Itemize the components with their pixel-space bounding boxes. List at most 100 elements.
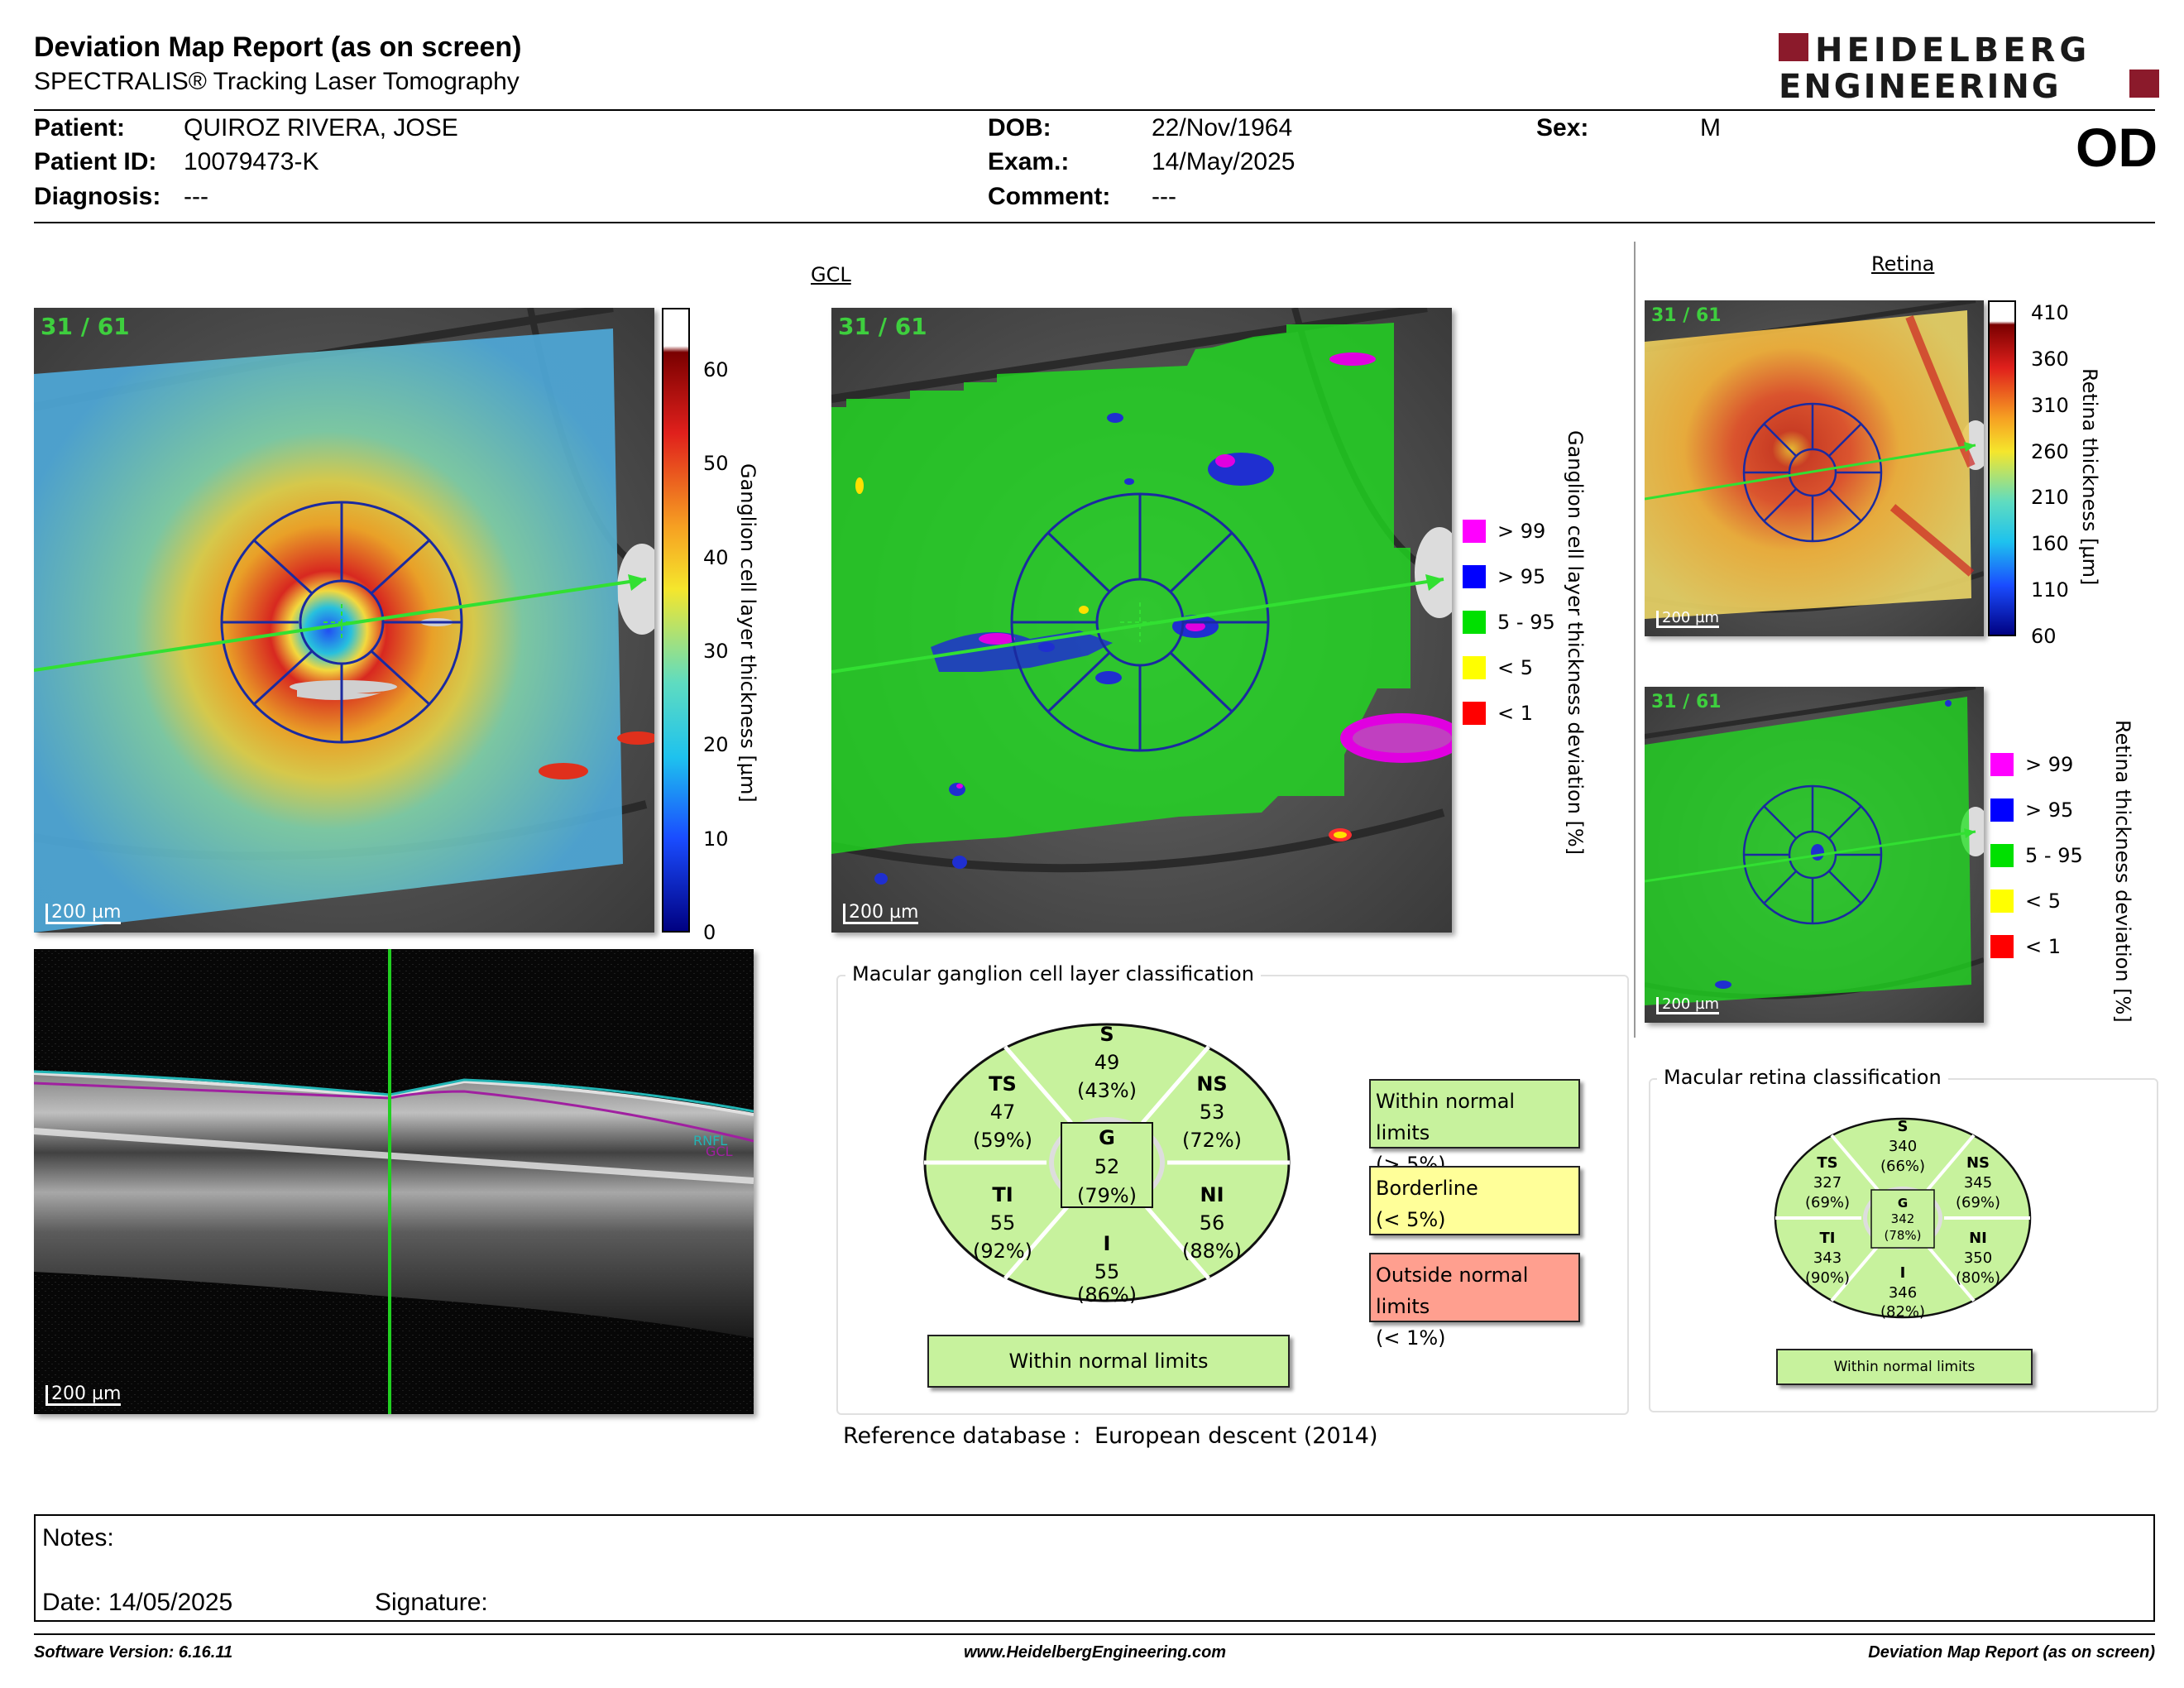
gcl-legend-label: < 5 xyxy=(1497,656,1534,679)
gcl-legend-swatch xyxy=(1463,656,1486,679)
rnfl-label: RNFL xyxy=(693,1133,727,1149)
gcl-colorbar-tick: 30 xyxy=(703,640,729,663)
diagnosis-value: --- xyxy=(184,183,208,210)
retina-colorbar-tick: 360 xyxy=(2031,347,2069,371)
ret-sector-ni-label: NI xyxy=(1969,1230,1987,1247)
gcl-colorbar-tick: 10 xyxy=(703,827,729,851)
notes-label: Notes: xyxy=(42,1524,114,1551)
legend-borderline-line2: (< 5%) xyxy=(1376,1208,1446,1231)
retina-legend-label: > 99 xyxy=(2025,753,2074,776)
retina-colorbar-tick: 110 xyxy=(2031,578,2069,602)
gcl-thickness-counter: 31 / 61 xyxy=(41,313,130,340)
ret-sector-ns-label: NS xyxy=(1966,1154,1990,1172)
retina-colorbar-tick: 310 xyxy=(2031,393,2069,417)
eye-indicator: OD xyxy=(2076,117,2158,178)
exam-label: Exam.: xyxy=(988,148,1070,175)
retina-legend-label: < 1 xyxy=(2025,935,2062,958)
gcl-legend-swatch xyxy=(1463,520,1486,543)
retina-deviation-scale: 200 µm xyxy=(1656,997,1720,1014)
gcl-sector-g-value: 52 xyxy=(1094,1155,1120,1178)
retina-legend-swatch xyxy=(1990,798,2014,822)
gcl-deviation-map[interactable]: 31 / 61 200 µm xyxy=(831,308,1452,933)
gcl-deviation-counter: 31 / 61 xyxy=(838,313,927,340)
gcl-colorbar-tick: 60 xyxy=(703,358,729,381)
notes-box[interactable]: Notes: Date: 14/05/2025 Signature: xyxy=(34,1514,2155,1622)
gcl-colorbar-tick: 20 xyxy=(703,733,729,757)
ret-sector-s-value: 340 xyxy=(1889,1138,1917,1155)
ret-sector-s-label: S xyxy=(1898,1118,1909,1135)
sex-value: M xyxy=(1700,114,1721,141)
dob-label: DOB: xyxy=(988,114,1051,141)
gcl-sector-g-label: G xyxy=(1099,1126,1115,1149)
retina-legend-swatch xyxy=(1990,890,2014,913)
legend-borderline-line1: Borderline xyxy=(1376,1177,1478,1200)
legend-outside-normal-line2: (< 1%) xyxy=(1376,1326,1446,1350)
gcl-sector-ts-pct: (59%) xyxy=(973,1129,1032,1152)
oct-bscan[interactable]: RNFL GCL 200 µm xyxy=(34,949,754,1414)
patient-rule xyxy=(34,222,2155,223)
gcl-sector-ni-value: 56 xyxy=(1200,1211,1225,1235)
gcl-sector-s-value: 49 xyxy=(1094,1051,1120,1074)
gcl-sector-i-pct: (86%) xyxy=(1077,1283,1137,1303)
patient-id-label: Patient ID: xyxy=(34,148,157,175)
retina-deviation-map[interactable]: 31 / 61 200 µm xyxy=(1645,687,1984,1023)
retina-colorbar-tick: 160 xyxy=(2031,532,2069,556)
column-divider xyxy=(1634,242,1636,1038)
retina-section-title: Retina xyxy=(1871,252,1935,276)
ret-sector-ts-value: 327 xyxy=(1813,1174,1842,1192)
ret-sector-ti-label: TI xyxy=(1820,1230,1836,1247)
retina-classification-title: Macular retina classification xyxy=(1657,1066,1948,1089)
legend-outside-normal-line1: Outside normal limits xyxy=(1376,1264,1529,1318)
gcl-legend-label: < 1 xyxy=(1497,702,1534,725)
legend-within-normal-line1: Within normal limits xyxy=(1376,1090,1516,1144)
gcl-layer-label: GCL xyxy=(706,1144,733,1159)
gcl-sector-i-label: I xyxy=(1104,1232,1111,1255)
gcl-sector-ti-pct: (92%) xyxy=(973,1240,1032,1263)
reference-database: Reference database : European descent (2… xyxy=(843,1423,1378,1449)
retina-legend-swatch xyxy=(1990,935,2014,958)
retina-legend-swatch xyxy=(1990,844,2014,867)
logo-line1: HEIDELBERG xyxy=(1815,31,2091,70)
ret-sector-ns-pct: (69%) xyxy=(1956,1194,2000,1211)
reference-value: European descent (2014) xyxy=(1094,1423,1378,1449)
ret-sector-ni-value: 350 xyxy=(1964,1249,1992,1267)
retina-legend-label: > 95 xyxy=(2025,798,2074,822)
website-link[interactable]: www.HeidelbergEngineering.com xyxy=(964,1643,1227,1662)
retina-thickness-map[interactable]: 31 / 61 200 µm xyxy=(1645,300,1984,636)
gcl-classification-title: Macular ganglion cell layer classificati… xyxy=(845,962,1261,985)
ret-sector-g-label: G xyxy=(1898,1196,1908,1211)
gcl-sector-g-pct: (79%) xyxy=(1077,1184,1137,1207)
retina-colorbar xyxy=(1988,300,2016,636)
gcl-legend-swatch xyxy=(1463,702,1486,725)
gcl-deviation-colorbar-label: Ganglion cell layer thickness deviation … xyxy=(1564,430,1587,856)
sex-label: Sex: xyxy=(1536,114,1589,141)
gcl-legend-label: 5 - 95 xyxy=(1497,611,1555,634)
signature-label: Signature: xyxy=(375,1589,488,1616)
patient-name: QUIROZ RIVERA, JOSE xyxy=(184,114,458,141)
gcl-thickness-map[interactable]: 31 / 61 200 µm xyxy=(34,308,654,933)
gcl-sector-ns-pct: (72%) xyxy=(1182,1129,1242,1152)
footer-rule xyxy=(34,1633,2155,1635)
legend-outside-normal: Outside normal limits (< 1%) xyxy=(1369,1253,1580,1350)
retina-colorbar-tick: 260 xyxy=(2031,439,2069,463)
patient-id: 10079473-K xyxy=(184,148,319,175)
gcl-section-title: GCL xyxy=(811,263,851,286)
legend-within-normal: Within normal limits (> 5%) xyxy=(1369,1079,1580,1176)
retina-colorbar-label: Retina thickness [µm] xyxy=(2078,368,2101,586)
ret-sector-ns-value: 345 xyxy=(1964,1174,1992,1192)
gcl-legend-label: > 95 xyxy=(1497,565,1546,588)
retina-deviation-counter: 31 / 61 xyxy=(1651,692,1722,712)
ret-sector-ni-pct: (80%) xyxy=(1956,1269,2000,1287)
patient-label: Patient: xyxy=(34,114,126,141)
header-rule xyxy=(34,109,2155,111)
ret-sector-i-value: 346 xyxy=(1889,1284,1917,1302)
diagnosis-label: Diagnosis: xyxy=(34,183,161,210)
retina-thickness-counter: 31 / 61 xyxy=(1651,305,1722,326)
gcl-sector-ts-value: 47 xyxy=(990,1101,1016,1124)
gcl-sector-s-label: S xyxy=(1099,1023,1114,1046)
ret-sector-g-pct: (78%) xyxy=(1884,1228,1921,1243)
retina-colorbar-tick: 210 xyxy=(2031,486,2069,510)
retina-colorbar-tick: 60 xyxy=(2031,625,2057,648)
gcl-colorbar xyxy=(662,308,690,933)
gcl-legend-swatch xyxy=(1463,565,1486,588)
